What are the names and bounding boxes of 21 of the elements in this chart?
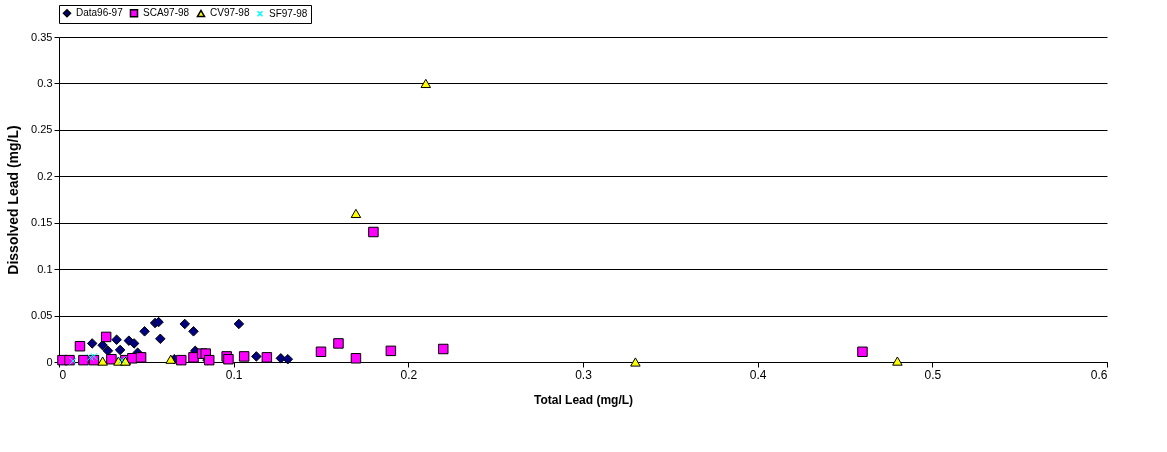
x-tick-label: 0	[59, 367, 67, 382]
legend-label: Data96-97	[76, 7, 124, 19]
x-tick-label: 0.4	[749, 367, 767, 382]
legend-label: SF97-98	[269, 7, 308, 19]
x-tick-label: 0.5	[924, 367, 942, 382]
y-axis-title: Dissolved Lead (mg/L)	[5, 125, 22, 275]
x-axis-title: Total Lead (mg/L)	[533, 392, 634, 407]
x-tick-label: 0.1	[225, 367, 243, 382]
y-tick-label: 0.2	[37, 169, 53, 182]
y-tick-label: 0	[46, 355, 53, 368]
y-tick-label: 0.15	[31, 216, 53, 229]
legend-label: SCA97-98	[143, 7, 190, 19]
y-tick-label: 0.05	[31, 309, 53, 322]
y-tick-label: 0.25	[31, 123, 53, 136]
x-tick-label: 0.3	[575, 367, 593, 382]
x-tick-label: 0.2	[400, 367, 418, 382]
y-tick-label: 0.3	[37, 76, 53, 89]
y-tick-label: 0.35	[31, 30, 53, 43]
x-tick-label: 0.6	[1090, 367, 1108, 382]
legend-label: CV97-98	[210, 7, 250, 19]
y-tick-label: 0.1	[37, 262, 53, 275]
